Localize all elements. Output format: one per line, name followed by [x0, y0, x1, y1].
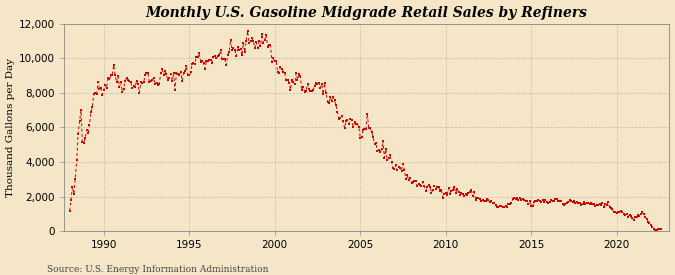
Y-axis label: Thousand Gallons per Day: Thousand Gallons per Day [5, 58, 15, 197]
Text: Source: U.S. Energy Information Administration: Source: U.S. Energy Information Administ… [47, 265, 269, 274]
Title: Monthly U.S. Gasoline Midgrade Retail Sales by Refiners: Monthly U.S. Gasoline Midgrade Retail Sa… [146, 6, 588, 20]
